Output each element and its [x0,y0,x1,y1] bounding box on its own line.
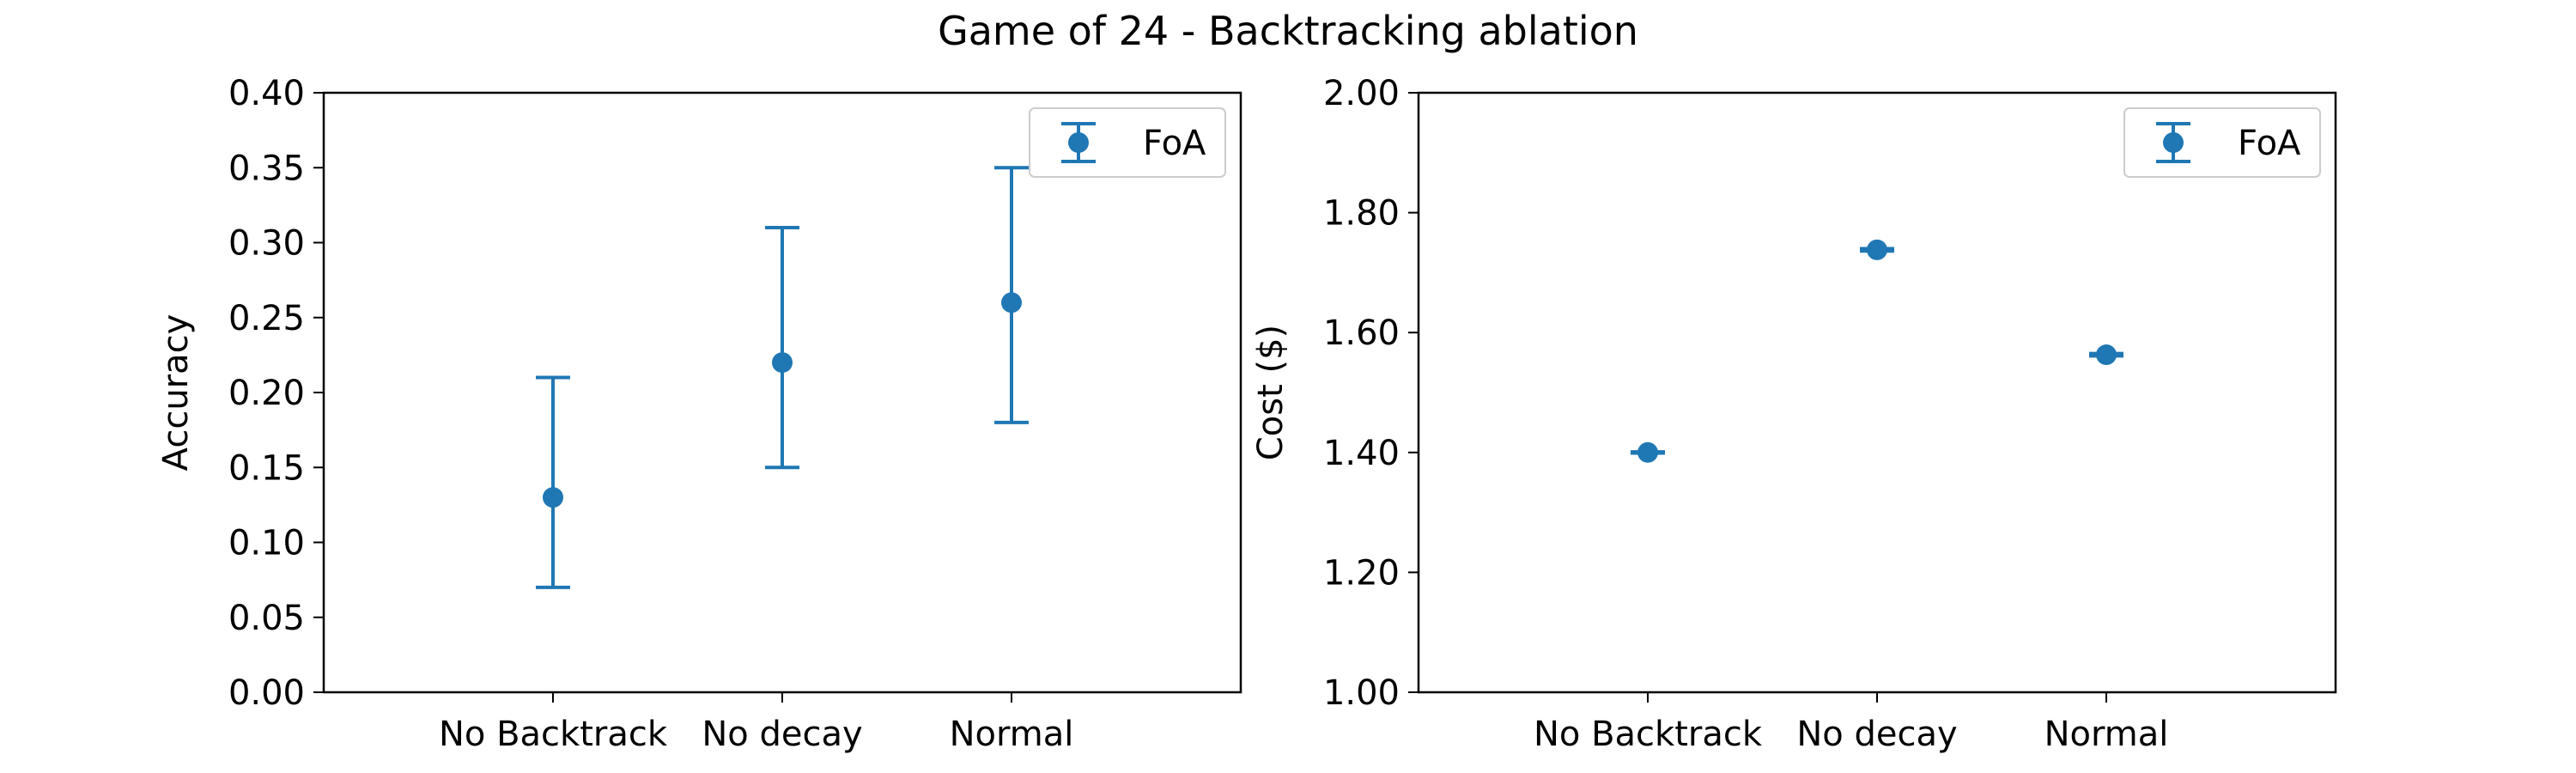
data-point [1637,441,1658,463]
data-point [772,352,793,374]
y-tick-label: 0.00 [228,673,305,713]
y-tick-label: 1.40 [1323,434,1400,473]
x-tick-label: Normal [950,715,1074,754]
accuracy-panel: 0.00 0.05 0.10 0.15 0.20 0.25 0.30 0.35 0.40 No B… [156,74,1242,754]
y-tick-label: 0.35 [228,149,305,188]
y-tick-label: 1.20 [1323,553,1400,593]
axes-frame [322,91,1242,694]
y-tick-label: 0.40 [228,74,305,113]
y-tick-label: 0.05 [228,599,305,638]
data-point [1867,239,1887,260]
y-tick-label: 1.80 [1323,194,1400,234]
y-tick-label: 0.25 [228,299,305,338]
y-tick-label: 0.20 [228,374,305,413]
y-axis-label: Accuracy [156,314,196,472]
x-tick-label: No Backtrack [1534,715,1763,754]
y-tick-label: 1.60 [1323,313,1400,353]
y-tick-label: 1.00 [1323,673,1400,713]
axes-frame [1417,91,2337,694]
legend-label: FoA [1143,124,1206,163]
y-tick-label: 0.10 [228,524,305,563]
y-tick-label: 0.30 [228,224,305,264]
y-tick-label: 2.00 [1323,74,1400,113]
legend-marker-icon [1068,132,1089,153]
x-tick-label: Normal [2044,715,2169,754]
data-point [2096,344,2117,366]
data-point [1001,292,1022,313]
legend-marker-icon [2163,132,2184,153]
y-axis-label: Cost ($) [1251,325,1291,460]
x-tick-label: No Backtrack [439,715,668,754]
figure-title: Game of 24 - Backtracking ablation [938,8,1638,54]
cost-panel: 1.00 1.20 1.40 1.60 1.80 2.00 No Backtrack No d… [1251,74,2337,754]
y-tick-label: 0.15 [228,448,305,488]
x-tick-label: No decay [1796,715,1957,754]
x-tick-label: No decay [702,715,862,754]
data-point [543,487,563,508]
legend-label: FoA [2238,124,2301,163]
